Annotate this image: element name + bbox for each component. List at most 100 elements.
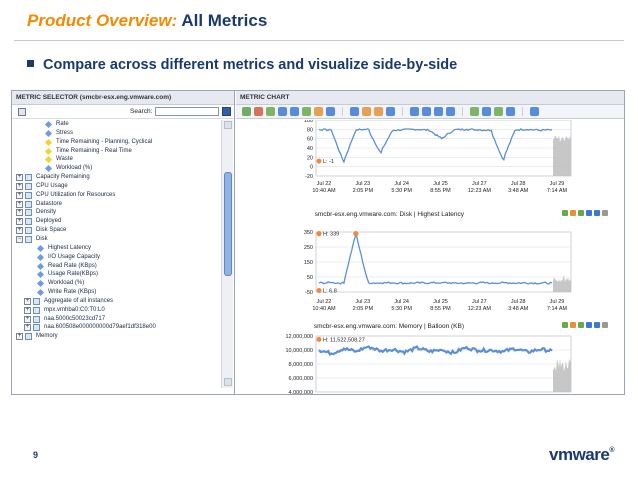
tree-item[interactable]: Waste [12,155,220,164]
x-tick-label: Jul 27 [472,181,487,187]
x-tick-time: 10:40 AM [312,306,336,312]
series-line [318,344,553,357]
chart-action-icon[interactable] [602,322,608,328]
settings-icon[interactable] [530,107,539,116]
collapse-icon[interactable]: − [16,235,23,243]
separator-icon [342,107,343,116]
expand-icon[interactable]: + [24,297,31,305]
expand-icon[interactable]: + [24,324,31,332]
tree-item[interactable]: Highest Latency [12,244,220,253]
y-tick-label: 50 [307,275,313,281]
expand-icon[interactable]: + [24,315,31,323]
chart-action-icon[interactable] [586,210,592,216]
y-tick-label: 60 [307,137,313,143]
tree-item[interactable]: + CPU Usage [12,182,220,191]
tree-item[interactable]: Time Remaining - Planning, Cyclical [12,138,220,147]
tree-view-icon[interactable] [18,108,26,116]
metric-leaf-icon [36,253,45,261]
tree-item[interactable]: Stress [12,129,220,138]
remove-icon[interactable] [254,107,263,116]
ruler-icon[interactable] [410,107,419,116]
tree-item[interactable]: + Density [12,208,220,217]
tree-scrollbar[interactable] [221,120,233,388]
save-icon[interactable] [506,107,515,116]
tree-item[interactable]: + Aggregate of all instances [12,297,220,306]
forecast-shade [553,358,571,392]
tree-item-label: Disk [36,235,48,242]
search-go-icon[interactable] [222,107,231,116]
tree-item[interactable]: Usage Rate(KBps) [12,270,220,279]
search-input[interactable] [155,107,219,116]
tree-item[interactable]: + Disk Space [12,226,220,235]
chart-action-icon[interactable] [602,210,608,216]
bullet-point: Compare across different metrics and vis… [27,57,457,73]
expand-icon[interactable]: + [16,191,23,199]
tree-item-label: Memory [36,333,58,340]
zoom-out-icon[interactable] [374,107,383,116]
slide-title-rest: All Metrics [181,11,268,30]
fit-icon[interactable] [326,107,335,116]
folder-icon [25,200,32,208]
scroll-thumb[interactable] [224,172,232,276]
chart-action-icon[interactable] [570,210,576,216]
line-icon[interactable] [278,107,287,116]
chart-action-icon[interactable] [562,210,568,216]
chart-action-icon[interactable] [586,322,592,328]
bar-icon[interactable] [266,107,275,116]
tree-item[interactable]: Workload (%) [12,279,220,288]
chart-action-icon[interactable] [578,322,584,328]
tree-item[interactable]: Read Rate (KBps) [12,262,220,271]
tree-item[interactable]: + naa.5000c50023cd717 [12,315,220,324]
clock-icon[interactable] [482,107,491,116]
chart-action-icon[interactable] [594,322,600,328]
expand-icon[interactable]: + [16,174,23,182]
scroll-down-icon[interactable] [224,378,232,386]
chart-action-icon[interactable] [570,322,576,328]
expand-icon[interactable]: + [16,218,23,226]
tree-item[interactable]: + Memory [12,332,220,341]
chart-action-icon[interactable] [594,210,600,216]
tree-item[interactable]: + mpx.vmhba0:C0:T0:L0 [12,306,220,315]
separator-icon [462,107,463,116]
dot-icon[interactable] [350,107,359,116]
scroll-up-icon[interactable] [224,121,232,129]
refresh-icon[interactable] [470,107,479,116]
tree-item[interactable]: Workload (%) [12,164,220,173]
search-row: Search: [12,105,234,119]
x-tick-label: Jul 22 [317,299,332,305]
expand-icon[interactable]: + [16,333,23,341]
expand-icon[interactable]: + [16,209,23,217]
tree-item[interactable]: + Deployed [12,217,220,226]
expand-icon[interactable]: + [24,306,31,314]
x-tick-label: Jul 28 [511,299,526,305]
zoom-icon[interactable] [314,107,323,116]
tree-item[interactable]: Write Rate (KBps) [12,288,220,297]
expand-icon[interactable]: + [16,200,23,208]
folder-icon [25,174,32,182]
stacked-icon[interactable] [302,107,311,116]
axis-icon[interactable] [422,107,431,116]
tree-item[interactable]: Time Remaining - Real Time [12,147,220,156]
chart-action-icon[interactable] [562,322,568,328]
tree-item[interactable]: + CPU Utilization for Resources [12,191,220,200]
bullet-square-icon [27,60,34,67]
pan-icon[interactable] [386,107,395,116]
tree-item[interactable]: − Disk [12,235,220,244]
filter-icon[interactable] [362,107,371,116]
tree-item[interactable]: + Datastore [12,200,220,209]
tree-item[interactable]: + Capacity Remaining [12,173,220,182]
expand-icon[interactable]: + [16,182,23,190]
folder-icon [25,333,32,341]
chart-action-icon[interactable] [578,210,584,216]
tree-item[interactable]: Rate [12,120,220,129]
x-tick-time: 2:05 PM [353,306,374,312]
export-icon[interactable] [494,107,503,116]
legend-icon[interactable] [446,107,455,116]
area-icon[interactable] [290,107,299,116]
tree-item[interactable]: I/O Usage Capacity [12,253,220,262]
tree-item[interactable]: + naa.600508e000000000d79aef1df318e00 [12,323,220,332]
x-tick-time: 3:48 AM [508,188,529,194]
grid-icon[interactable] [434,107,443,116]
expand-icon[interactable]: + [16,227,23,235]
chart-type-icon[interactable] [242,107,251,116]
